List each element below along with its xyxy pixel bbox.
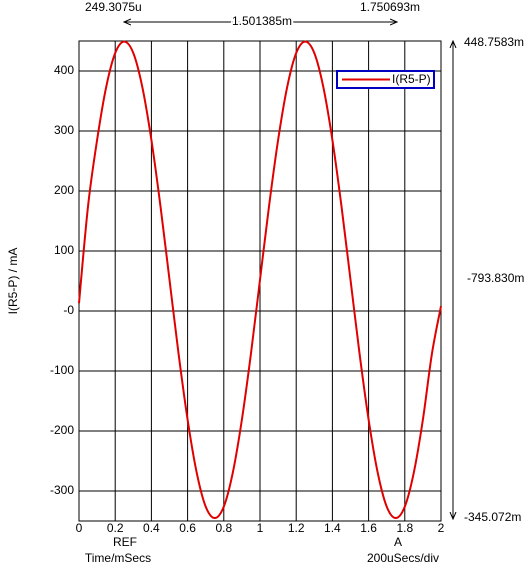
x-tick-label: 0.8	[215, 521, 232, 535]
y-tick-label: -200	[50, 423, 74, 437]
annotation: 249.3075u	[85, 0, 142, 14]
x-tick-label: 0.6	[179, 521, 196, 535]
y-tick-label: 100	[54, 243, 74, 257]
x-tick-label: 1.6	[360, 521, 377, 535]
x-tick-label: 1.2	[288, 521, 305, 535]
y-tick-label: 200	[54, 183, 74, 197]
cursor-label: REF	[113, 535, 137, 549]
y-tick-label: -100	[50, 363, 74, 377]
y-tick-label: -300	[50, 483, 74, 497]
series-line	[78, 40, 442, 520]
annotation: -793.830m	[467, 271, 524, 285]
x-tick-label: 0.2	[107, 521, 124, 535]
annotation: 1.750693m	[360, 0, 420, 14]
x-tick-label: 1.8	[396, 521, 413, 535]
y-tick-label: 300	[54, 123, 74, 137]
legend-label: I(R5-P)	[392, 72, 431, 86]
x-tick-label: 1.4	[324, 521, 341, 535]
plot-frame	[78, 40, 442, 522]
y-tick-label: 400	[54, 63, 74, 77]
x-tick-label: 0	[76, 521, 83, 535]
cursor-label: A	[394, 535, 402, 549]
x-tick-label: 2	[438, 521, 445, 535]
annotation: -345.072m	[464, 510, 521, 524]
x-scale-label: 200uSecs/div	[367, 551, 439, 565]
y-tick-label: -0	[63, 303, 74, 317]
y-axis-label: I(R5-P) / mA	[6, 248, 20, 315]
annotation: 448.7583m	[464, 35, 524, 49]
x-tick-label: 1	[257, 521, 264, 535]
annotation: 1.501385m	[232, 14, 292, 28]
x-axis-label: Time/mSecs	[85, 551, 151, 565]
x-tick-label: 0.4	[143, 521, 160, 535]
